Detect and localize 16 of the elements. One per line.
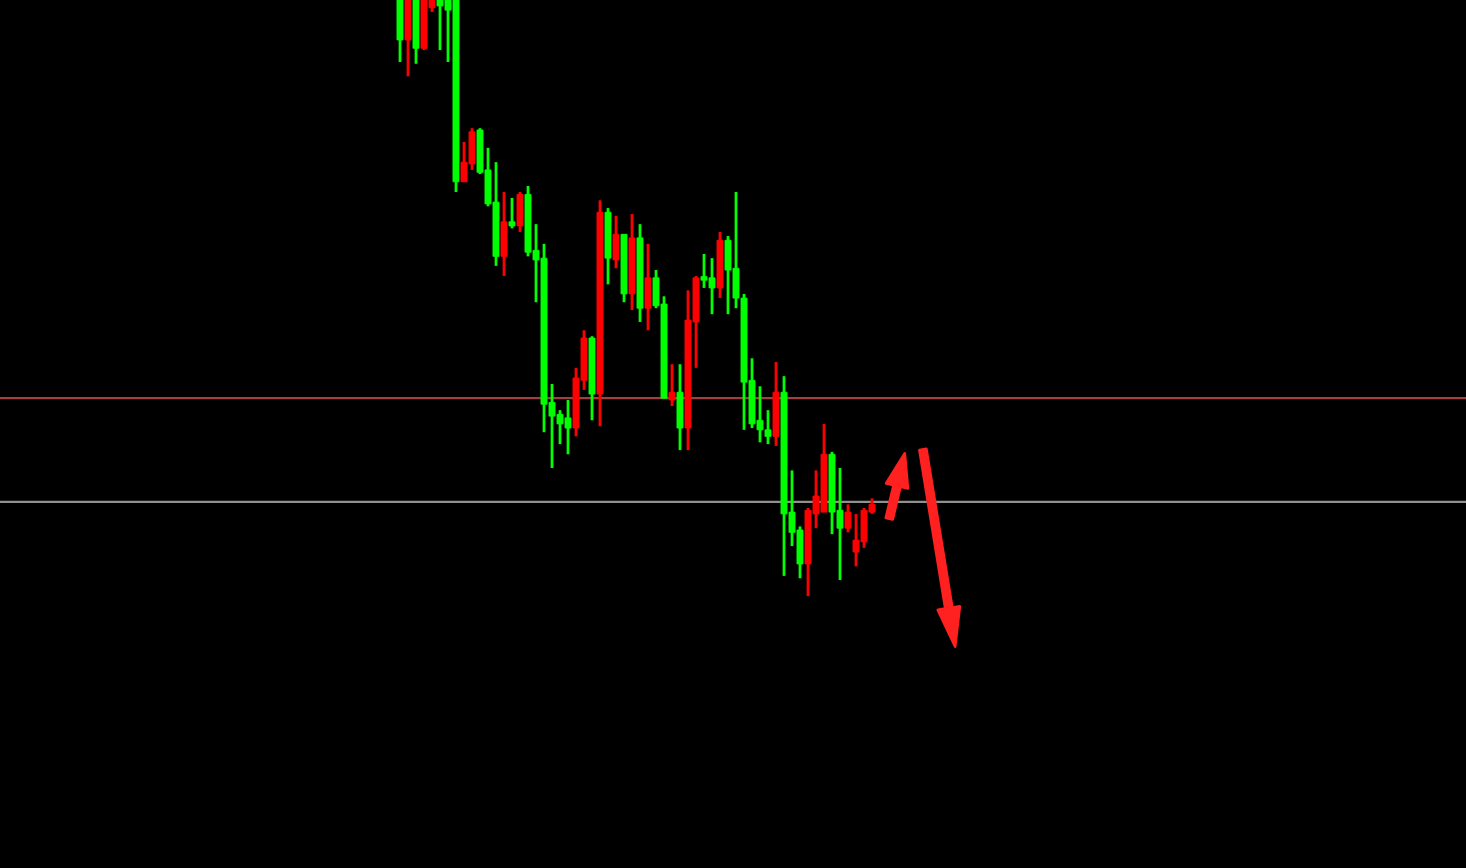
candlestick: [772, 360, 780, 448]
candlestick: [564, 398, 572, 456]
candlestick: [508, 196, 516, 230]
candlestick: [852, 512, 860, 568]
candlestick: [404, 0, 412, 78]
candlestick: [668, 362, 676, 408]
candlestick: [612, 214, 620, 270]
candlestick: [396, 0, 404, 64]
candlestick: [500, 190, 508, 278]
candlestick: [516, 190, 524, 234]
candlestick: [644, 242, 652, 332]
candlestick: [708, 256, 716, 316]
candlestick: [604, 206, 612, 286]
candlestick: [436, 0, 444, 52]
candlestick: [716, 230, 724, 300]
candlestick: [676, 362, 684, 452]
